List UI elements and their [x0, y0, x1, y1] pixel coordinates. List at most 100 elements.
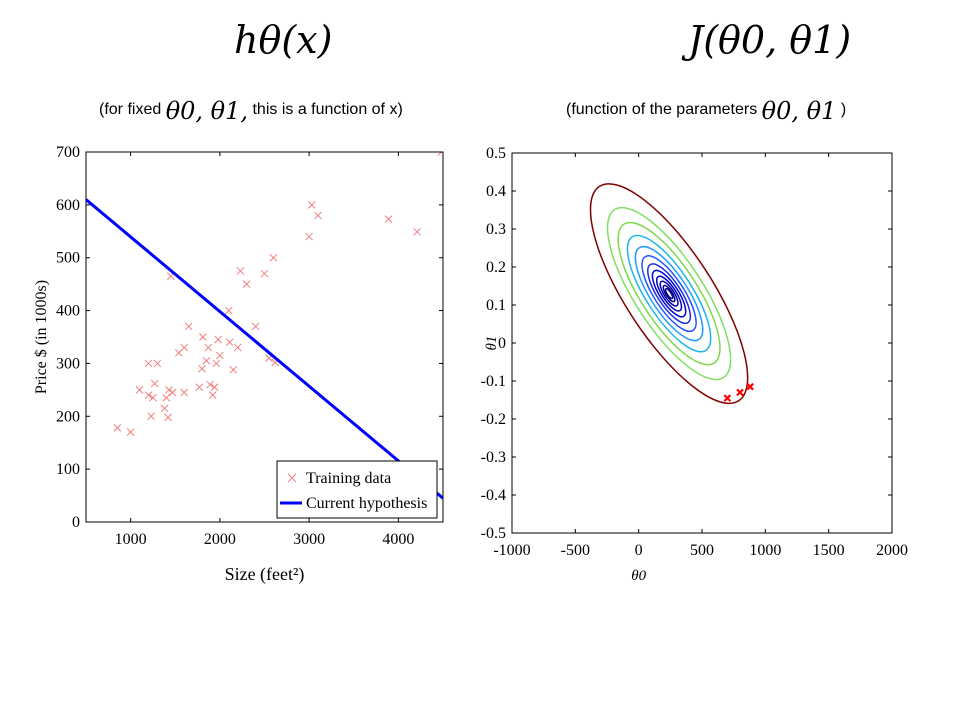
- training-point: [413, 227, 421, 236]
- left-subtitle-pre: (for fixed: [99, 101, 162, 118]
- y-tick-label: -0.4: [481, 487, 506, 504]
- training-point: [269, 253, 278, 262]
- legend-training-label: Training data: [306, 470, 391, 487]
- training-point-stroke: [195, 383, 204, 392]
- y-tick-label: 0.5: [486, 145, 506, 162]
- y-tick-label: -0.1: [481, 373, 506, 390]
- training-point: [305, 232, 313, 241]
- parameter-point: [736, 388, 744, 397]
- training-point-stroke: [162, 393, 171, 402]
- training-point: [149, 393, 157, 402]
- training-point-stroke: [180, 388, 189, 397]
- y-tick-label: 0.4: [486, 183, 506, 200]
- training-point-stroke: [184, 322, 193, 331]
- training-point-stroke: [180, 343, 189, 352]
- training-point-stroke: [150, 379, 159, 388]
- training-point-stroke: [224, 306, 233, 315]
- right-subtitle-pre: (function of the parameters: [566, 101, 758, 118]
- training-point-stroke: [168, 388, 177, 397]
- training-point: [165, 386, 173, 394]
- parameter-point: [723, 394, 732, 402]
- left-subtitle-post: this is a function of x): [252, 101, 403, 118]
- right-heading: J(θ0, θ1): [688, 18, 852, 62]
- training-point-stroke: [113, 424, 122, 432]
- contour-plot-area: -1000 -500 0 500 1000 1500 2000 0.5 0.4 0.3 0.2 0.1…: [481, 145, 908, 584]
- contour-plot-frame: [511, 152, 893, 534]
- y-tick-label: 500: [56, 250, 80, 267]
- training-point-stroke: [144, 359, 153, 368]
- training-point-stroke: [204, 343, 213, 352]
- contour-clip-group: [589, 183, 754, 405]
- training-point: [216, 351, 224, 360]
- training-point: [384, 215, 393, 223]
- training-point-stroke: [269, 253, 278, 262]
- x-tick-label: 3000: [293, 531, 325, 548]
- training-point: [208, 391, 217, 399]
- hypothesis-line: [86, 198, 443, 500]
- y-tick-label: 600: [56, 197, 80, 214]
- training-point-stroke: [147, 412, 156, 421]
- legend: Training data Current hypothesis: [276, 460, 438, 519]
- y-tick-label: -0.5: [481, 525, 506, 542]
- x-tick-label: 1500: [813, 542, 845, 559]
- training-point-stroke: [229, 365, 238, 374]
- training-point: [135, 386, 144, 394]
- parameter-point: [746, 382, 754, 391]
- training-point-stroke: [260, 269, 269, 278]
- training-point: [314, 211, 322, 220]
- y-tick-label: 400: [56, 303, 80, 320]
- x-tick-label: 2000: [204, 531, 236, 548]
- y-tick-label: 0.3: [486, 221, 506, 238]
- right-subtitle: (function of the parameters θ0, θ1 ): [566, 92, 846, 125]
- scatter-plot-area: 1000 2000 3000 4000 0 100 200 300 400 500 600 700 Si…: [33, 144, 444, 585]
- y-axis-label: Price $ (in 1000s): [33, 280, 50, 394]
- training-point: [224, 306, 233, 315]
- training-point: [113, 424, 122, 432]
- left-subtitle: (for fixed θ0, θ1, this is a function of…: [99, 92, 403, 125]
- training-point: [180, 388, 189, 397]
- x-tick-label: 2000: [876, 542, 908, 559]
- contour-line: [655, 275, 683, 312]
- x-tick-label: 1000: [115, 531, 147, 548]
- training-point-stroke: [135, 386, 144, 394]
- training-point: [206, 380, 214, 389]
- training-point-stroke: [384, 215, 393, 223]
- training-point: [199, 333, 207, 341]
- right-subtitle-math: θ0, θ1: [761, 97, 837, 125]
- training-point-stroke: [242, 280, 251, 288]
- training-point-stroke: [413, 227, 421, 236]
- legend-training-marker: [287, 473, 297, 483]
- training-point-stroke: [214, 335, 222, 344]
- x-tick-label: -1000: [493, 542, 530, 559]
- y-axis-label: θ1: [484, 336, 500, 351]
- y-tick-label: 0: [72, 514, 80, 531]
- training-point-stroke: [307, 201, 316, 209]
- contour-line: [664, 287, 674, 300]
- y-tick-label: 300: [56, 355, 80, 372]
- training-point-stroke: [206, 380, 214, 389]
- x-tick-label: 0: [635, 542, 643, 559]
- training-point: [153, 359, 162, 368]
- training-point: [437, 152, 443, 156]
- training-point-stroke: [149, 393, 157, 402]
- training-point-stroke: [202, 356, 211, 365]
- training-point-stroke: [208, 391, 217, 399]
- training-point: [168, 388, 177, 397]
- y-tick-label: 0.2: [486, 259, 506, 276]
- x-tick-label: -500: [561, 542, 590, 559]
- training-point: [236, 267, 245, 275]
- training-point: [202, 356, 211, 365]
- contour-line: [659, 280, 679, 307]
- training-point: [210, 383, 219, 392]
- contour-line: [634, 245, 704, 342]
- training-point-stroke: [236, 267, 245, 275]
- training-point: [180, 343, 189, 352]
- y-tick-label: 700: [56, 144, 80, 161]
- training-point: [195, 383, 204, 392]
- left-subtitle-math: θ0, θ1,: [165, 97, 249, 125]
- legend-box: [276, 460, 438, 519]
- training-point-stroke: [251, 322, 260, 331]
- parameter-point-stroke: [746, 382, 754, 391]
- training-point-stroke: [437, 152, 442, 156]
